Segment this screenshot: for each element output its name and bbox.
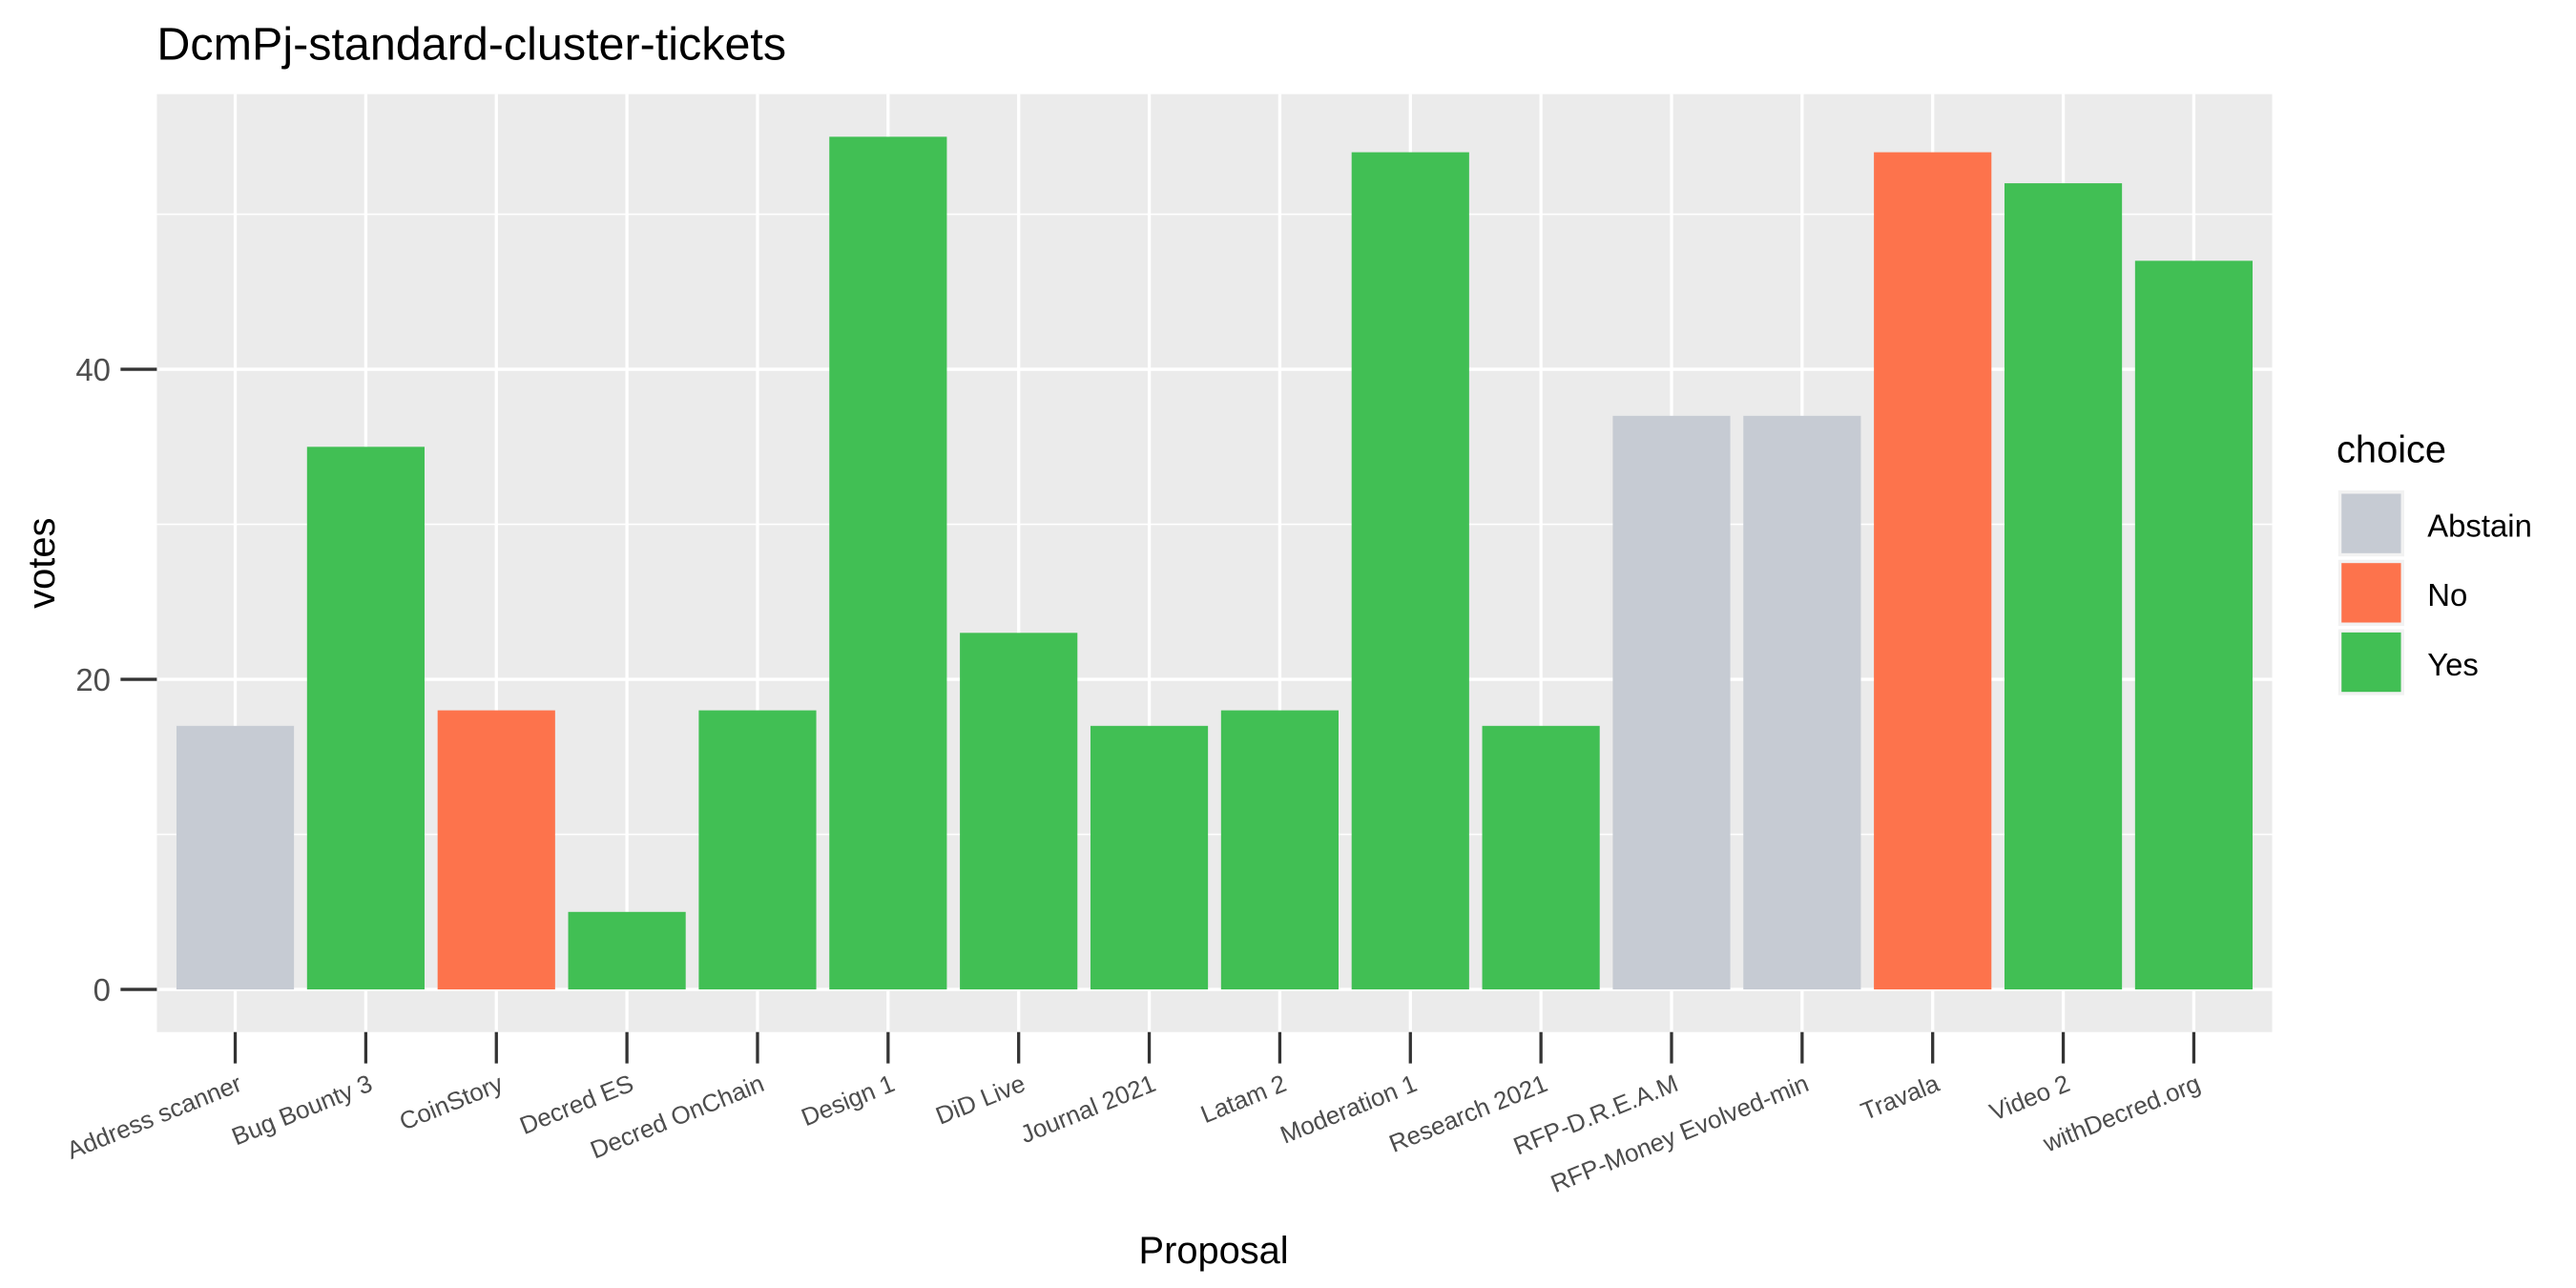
chart-title: DcmPj-standard-cluster-tickets <box>156 18 786 70</box>
x-axis-label: Proposal <box>1139 1230 1289 1272</box>
x-tick-label: Latam 2 <box>1196 1069 1290 1129</box>
x-tick-label: Design 1 <box>798 1069 899 1132</box>
bar <box>176 725 295 990</box>
legend-swatch <box>2341 493 2401 553</box>
bar <box>437 710 555 990</box>
x-tick-label: Journal 2021 <box>1016 1069 1159 1149</box>
bar <box>1743 415 1861 990</box>
y-axis-label: votes <box>21 518 63 609</box>
legend-swatch <box>2341 632 2401 693</box>
x-tick-label: Travala <box>1857 1069 1943 1126</box>
bar <box>2004 183 2123 990</box>
y-axis: 0 20 40 <box>75 352 157 1008</box>
bar <box>698 710 817 990</box>
bar <box>960 633 1078 990</box>
x-tick-label: Video 2 <box>1985 1069 2073 1127</box>
y-tick-label: 40 <box>75 352 111 387</box>
x-tick-label: Address scanner <box>63 1069 246 1165</box>
bar <box>1612 415 1731 990</box>
bars <box>176 136 2254 990</box>
y-tick-label: 20 <box>75 662 111 697</box>
legend-swatch <box>2341 563 2401 623</box>
bar <box>2134 260 2254 990</box>
bar <box>1220 710 1339 990</box>
x-tick-label: DiD Live <box>931 1069 1028 1131</box>
bar <box>1090 725 1209 990</box>
legend-title: choice <box>2337 429 2446 471</box>
legend: choice Abstain No Yes <box>2337 429 2532 696</box>
bar <box>306 447 425 990</box>
x-tick-label: Bug Bounty 3 <box>228 1069 377 1151</box>
y-tick-label: 0 <box>93 972 111 1008</box>
bar <box>1351 152 1469 990</box>
bar <box>1482 725 1600 990</box>
bar <box>568 911 686 990</box>
legend-label: No <box>2427 577 2467 613</box>
legend-label: Abstain <box>2427 509 2532 544</box>
x-tick-label: CoinStory <box>395 1069 507 1136</box>
bar <box>829 136 947 990</box>
legend-label: Yes <box>2427 647 2479 682</box>
bar <box>1874 152 1992 990</box>
